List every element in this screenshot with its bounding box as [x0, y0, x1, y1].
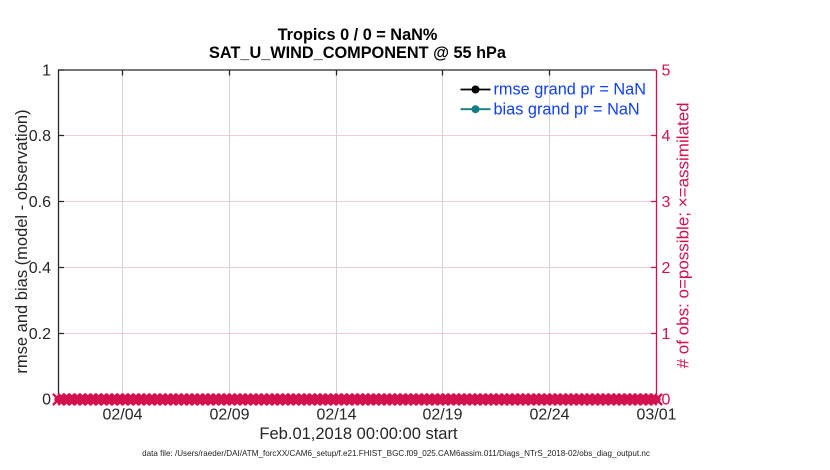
svg-text:4: 4	[662, 128, 671, 145]
svg-text:0: 0	[42, 392, 51, 409]
svg-text:02/19: 02/19	[422, 406, 462, 423]
svg-text:1: 1	[42, 63, 51, 80]
svg-text:02/09: 02/09	[209, 406, 249, 423]
svg-text:3: 3	[662, 194, 671, 211]
svg-text:0: 0	[662, 392, 671, 409]
svg-text:02/24: 02/24	[529, 406, 569, 423]
svg-text:02/04: 02/04	[102, 406, 142, 423]
svg-text:1: 1	[662, 326, 671, 343]
svg-text:2: 2	[662, 260, 671, 277]
svg-text:0.8: 0.8	[29, 128, 51, 145]
svg-text:5: 5	[662, 63, 671, 80]
svg-text:0.6: 0.6	[29, 194, 51, 211]
svg-text:# of obs: o=possible; ×=assimi: # of obs: o=possible; ×=assimilated	[674, 102, 693, 368]
svg-text:Feb.01,2018 00:00:00 start: Feb.01,2018 00:00:00 start	[259, 425, 458, 443]
svg-text:Tropics 0 / 0 = NaN%: Tropics 0 / 0 = NaN%	[278, 26, 438, 44]
svg-text:rmse and bias (model - observa: rmse and bias (model - observation)	[13, 109, 31, 373]
svg-text:SAT_U_WIND_COMPONENT @ 55 hPa: SAT_U_WIND_COMPONENT @ 55 hPa	[209, 44, 507, 62]
svg-text:data file: /Users/raeder/DAI/A: data file: /Users/raeder/DAI/ATM_forcXX/…	[142, 449, 650, 458]
svg-text:bias grand pr = NaN: bias grand pr = NaN	[494, 100, 640, 118]
svg-text:0.4: 0.4	[29, 260, 51, 277]
svg-text:03/01: 03/01	[636, 406, 676, 423]
svg-text:0.2: 0.2	[29, 326, 51, 343]
svg-text:rmse grand pr = NaN: rmse grand pr = NaN	[494, 81, 646, 99]
svg-text:02/14: 02/14	[316, 406, 356, 423]
